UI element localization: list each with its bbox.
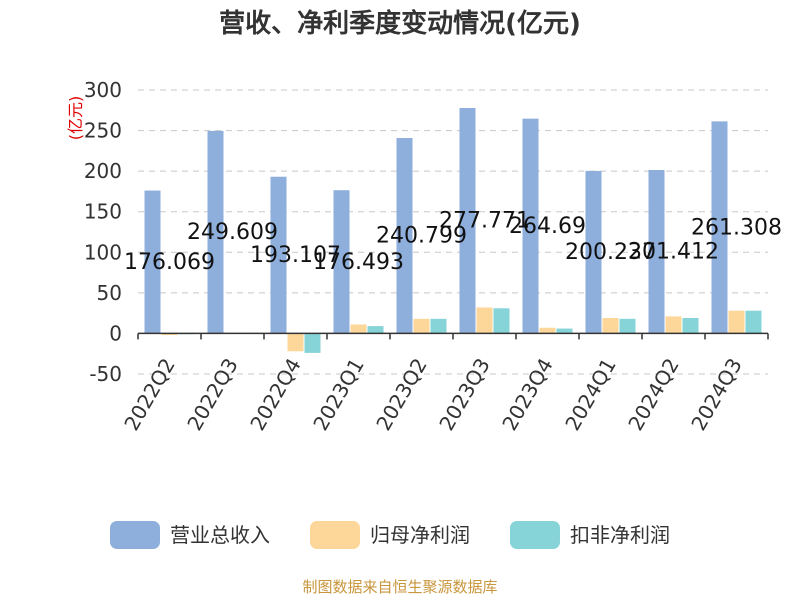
bar [619, 318, 636, 334]
bar [522, 118, 539, 334]
x-tick-label: 2023Q4 [497, 354, 557, 435]
bar [396, 138, 413, 334]
legend-item[interactable]: 归母净利润 [310, 521, 470, 549]
bar [304, 333, 321, 353]
y-tick-label: 100 [84, 240, 122, 264]
bar [270, 176, 287, 334]
x-tick-label: 2023Q2 [371, 354, 431, 435]
data-label: 193.107 [250, 243, 341, 268]
bar [287, 333, 304, 352]
bars [144, 108, 762, 353]
bar [665, 316, 682, 334]
data-label: 200.237 [565, 240, 656, 265]
y-tick-label: 0 [109, 321, 122, 345]
x-tick-label: 2024Q1 [560, 354, 620, 435]
bar [682, 318, 699, 334]
y-axis: -50 0 50 100 150 200 250 300 [84, 78, 122, 386]
source-note: 制图数据来自恒生聚源数据库 [302, 578, 497, 596]
y-tick-label: 50 [97, 281, 122, 305]
y-tick-label: 150 [84, 200, 122, 224]
legend-label: 归母净利润 [370, 523, 470, 547]
data-label: 176.493 [313, 250, 404, 275]
bar [539, 327, 556, 334]
data-label: 261.308 [691, 215, 782, 240]
y-tick-label: 200 [84, 159, 122, 183]
bar [350, 324, 367, 334]
bar [367, 326, 384, 334]
chart-title: 营收、净利季度变动情况(亿元) [219, 8, 581, 39]
x-tick-label: 2024Q2 [623, 354, 683, 435]
y-tick-label: 300 [84, 78, 122, 102]
bar [459, 108, 476, 334]
legend-label: 扣非净利润 [570, 523, 670, 547]
legend-swatch [310, 521, 360, 549]
data-label: 201.412 [628, 240, 719, 265]
legend-swatch [510, 521, 560, 549]
legend-swatch [110, 521, 160, 549]
data-labels: 176.069 249.609193.107176.493240.799277.7… [124, 209, 782, 275]
bar [493, 308, 510, 334]
bar [711, 121, 728, 334]
bar [648, 169, 665, 334]
bar [413, 318, 430, 334]
legend[interactable]: 营业总收入 归母净利润 扣非净利润 [110, 521, 670, 549]
bar [476, 307, 493, 334]
bar [144, 190, 161, 334]
legend-item[interactable]: 营业总收入 [110, 521, 270, 549]
data-label: 240.799 [376, 224, 467, 249]
bar [207, 130, 224, 334]
bar [161, 333, 178, 336]
legend-label: 营业总收入 [170, 523, 270, 547]
data-label: 264.69 [509, 214, 586, 239]
data-label: 277.771 [439, 209, 530, 234]
y-axis-unit: (亿元) [66, 96, 85, 141]
y-tick-label: 250 [84, 119, 122, 143]
bar [602, 318, 619, 334]
bar [728, 310, 745, 334]
x-tick-label: 2023Q3 [434, 354, 494, 435]
bar [333, 190, 350, 334]
data-label: 176.069 [124, 250, 215, 275]
x-tick-label: 2022Q4 [245, 354, 305, 435]
legend-item[interactable]: 扣非净利润 [510, 521, 670, 549]
data-label: 249.609 [187, 220, 278, 245]
x-tick-label: 2024Q3 [686, 354, 746, 435]
bar [745, 310, 762, 334]
y-tick-label: -50 [89, 362, 122, 386]
bar [585, 170, 602, 334]
bar [556, 328, 573, 334]
x-tick-label: 2022Q3 [182, 354, 242, 435]
x-tick-label: 2023Q1 [308, 354, 368, 435]
bar [430, 318, 447, 334]
x-tick-label: 2022Q2 [119, 354, 179, 435]
x-axis: 2022Q2 2022Q3 2022Q4 2023Q1 2023Q2 2023Q3 2023… [119, 332, 769, 435]
